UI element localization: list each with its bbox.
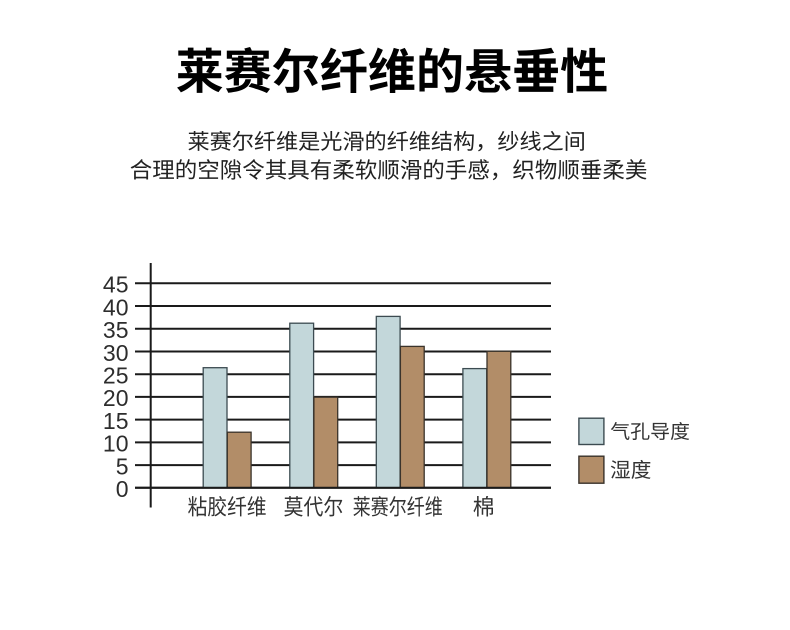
svg-text:10: 10 [103, 431, 129, 457]
svg-text:20: 20 [103, 385, 129, 411]
svg-text:45: 45 [103, 272, 129, 298]
svg-text:15: 15 [103, 408, 129, 434]
svg-text:5: 5 [116, 453, 129, 479]
svg-text:40: 40 [103, 294, 129, 320]
svg-text:25: 25 [103, 363, 129, 389]
svg-text:0: 0 [116, 476, 129, 502]
svg-text:35: 35 [103, 317, 129, 343]
svg-text:30: 30 [103, 340, 129, 366]
